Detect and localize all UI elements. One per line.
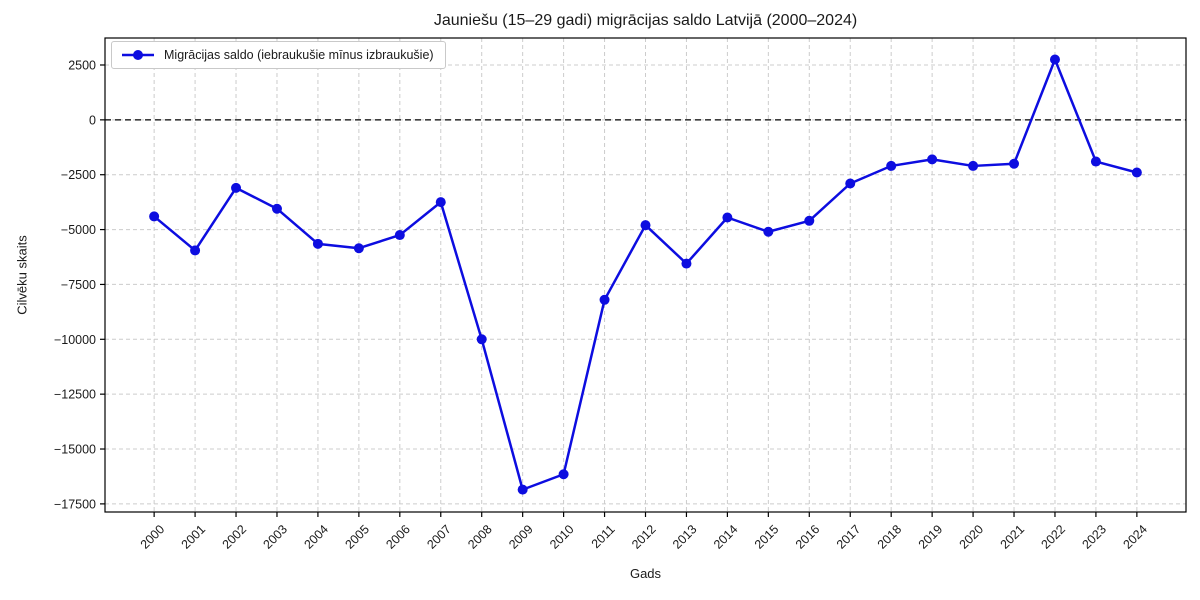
data-point-2001	[190, 245, 201, 256]
x-tick-label: 2014	[711, 522, 741, 552]
x-tick-label: 2022	[1039, 522, 1069, 552]
legend: Migrācijas saldo (iebraukušie mīnus izbr…	[111, 41, 446, 69]
y-tick-label: −5000	[61, 223, 96, 237]
x-tick-label: 2005	[342, 522, 372, 552]
x-tick-label: 2008	[465, 522, 495, 552]
x-tick-label: 2007	[424, 522, 454, 552]
data-point-2006	[394, 230, 405, 241]
x-tick-label: 2015	[752, 522, 782, 552]
data-point-2003	[271, 203, 282, 214]
data-point-2020	[968, 160, 979, 171]
y-tick-label: −10000	[54, 333, 96, 347]
data-point-2005	[353, 243, 364, 254]
x-tick-label: 2023	[1079, 522, 1109, 552]
chart-title: Jauniešu (15–29 gadi) migrācijas saldo L…	[433, 12, 858, 29]
x-tick-label: 2003	[261, 522, 291, 552]
data-point-2000	[149, 211, 160, 222]
data-point-2017	[845, 178, 856, 189]
data-point-2010	[558, 469, 569, 480]
data-point-2002	[231, 182, 242, 193]
x-tick-label: 2018	[875, 522, 905, 552]
x-tick-label: 2021	[998, 522, 1028, 552]
data-point-2011	[599, 294, 610, 305]
data-point-2022	[1049, 54, 1060, 65]
x-tick-label: 2011	[589, 522, 618, 551]
y-tick-label: −2500	[61, 168, 96, 182]
data-point-2021	[1009, 158, 1020, 169]
legend-line-marker-icon	[122, 50, 154, 60]
data-point-2004	[312, 238, 323, 249]
data-point-2024	[1131, 167, 1142, 178]
x-tick-label: 2019	[916, 522, 946, 552]
y-tick-label: −7500	[61, 278, 96, 292]
x-tick-label: 2004	[301, 522, 331, 552]
x-tick-label: 2009	[506, 522, 536, 552]
y-tick-label: −12500	[54, 388, 96, 402]
data-point-2007	[435, 197, 446, 208]
x-tick-label: 2001	[179, 522, 209, 552]
x-tick-label: 2024	[1120, 522, 1150, 552]
legend-label: Migrācijas saldo (iebraukušie mīnus izbr…	[164, 48, 434, 62]
x-tick-label: 2006	[383, 522, 413, 552]
x-tick-label: 2000	[138, 522, 168, 552]
x-tick-label: 2020	[957, 522, 987, 552]
x-tick-label: 2017	[834, 522, 864, 552]
x-axis-label: Gads	[629, 566, 662, 581]
data-point-2008	[476, 334, 487, 345]
data-point-2023	[1090, 156, 1101, 167]
y-tick-label: 2500	[68, 58, 96, 72]
data-point-2019	[927, 154, 938, 165]
y-tick-label: 0	[89, 113, 96, 127]
data-point-2009	[517, 484, 528, 495]
x-tick-label: 2016	[793, 522, 823, 552]
data-point-2018	[886, 160, 897, 171]
data-point-2013	[681, 258, 692, 269]
x-tick-label: 2012	[629, 522, 659, 552]
y-tick-label: −15000	[54, 443, 96, 457]
data-point-2016	[804, 215, 815, 226]
data-point-2012	[640, 220, 651, 231]
x-tick-label: 2002	[220, 522, 250, 552]
x-tick-label: 2010	[547, 522, 577, 552]
data-point-2014	[722, 212, 733, 223]
y-axis-label: Cilvēku skaits	[14, 235, 30, 315]
x-tick-label: 2013	[670, 522, 700, 552]
data-point-2015	[763, 226, 774, 237]
y-tick-label: −17500	[54, 497, 96, 511]
